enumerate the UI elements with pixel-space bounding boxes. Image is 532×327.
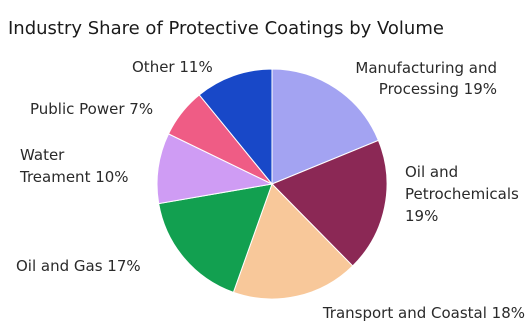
slice-label-line: Water	[20, 146, 65, 164]
pie-slice	[232, 183, 354, 300]
slice-label-line: Treament 10%	[19, 168, 129, 186]
slice-label-line: Oil and	[405, 163, 458, 181]
slice-label-line: Transport and Coastal 18%	[322, 304, 525, 322]
pie-slices	[156, 68, 388, 300]
pie-slice	[158, 183, 273, 293]
slice-label: Other 11%	[132, 58, 213, 76]
pie-slice	[271, 68, 380, 185]
slice-label: Oil and Gas 17%	[16, 257, 141, 275]
slice-label-line: Processing 19%	[379, 80, 497, 98]
slice-label-line: 19%	[405, 207, 438, 225]
slice-label: Manufacturing and Processing 19%	[355, 59, 497, 98]
slice-label-line: Other 11%	[132, 58, 213, 76]
pie-slice	[156, 133, 274, 205]
pie-slice	[198, 68, 273, 186]
slice-label-line: Oil and Gas 17%	[16, 257, 141, 275]
chart-title: Industry Share of Protective Coatings by…	[8, 18, 444, 39]
slice-label-line: Public Power 7%	[30, 100, 153, 118]
slice-label-line: Manufacturing and	[355, 59, 497, 77]
slice-label: Transport and Coastal 18%	[322, 304, 525, 322]
slice-label: Public Power 7%	[30, 100, 153, 118]
slice-label: Oil and Petrochemicals 19%	[405, 163, 519, 225]
slice-label: Water Treament 10%	[19, 146, 129, 186]
slice-label-line: Petrochemicals	[405, 185, 519, 203]
pie-labels: Manufacturing and Processing 19% Oil and Pe…	[16, 58, 525, 322]
pie-slice	[271, 139, 388, 267]
